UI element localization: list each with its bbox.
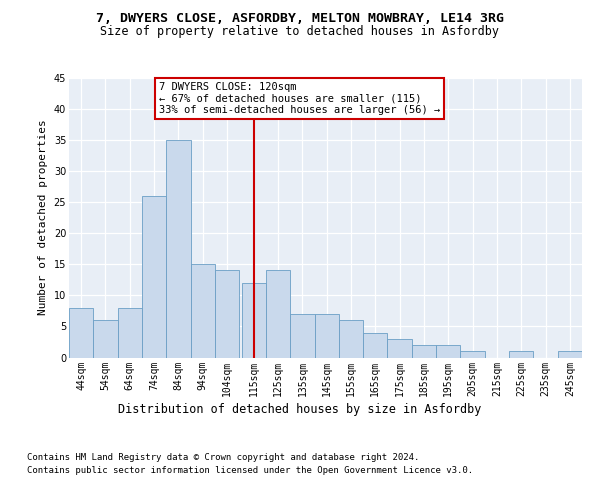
Bar <box>266 270 290 358</box>
Bar <box>436 345 460 358</box>
Bar <box>94 320 118 358</box>
Text: Size of property relative to detached houses in Asfordby: Size of property relative to detached ho… <box>101 25 499 38</box>
Bar <box>166 140 191 358</box>
Y-axis label: Number of detached properties: Number of detached properties <box>38 120 48 316</box>
Bar <box>460 352 485 358</box>
Text: Contains HM Land Registry data © Crown copyright and database right 2024.: Contains HM Land Registry data © Crown c… <box>27 452 419 462</box>
Bar <box>242 283 266 358</box>
Bar <box>69 308 94 358</box>
Bar <box>118 308 142 358</box>
Bar <box>290 314 314 358</box>
Text: 7, DWYERS CLOSE, ASFORDBY, MELTON MOWBRAY, LE14 3RG: 7, DWYERS CLOSE, ASFORDBY, MELTON MOWBRA… <box>96 12 504 26</box>
Bar <box>509 352 533 358</box>
Text: Contains public sector information licensed under the Open Government Licence v3: Contains public sector information licen… <box>27 466 473 475</box>
Bar <box>412 345 436 358</box>
Bar <box>314 314 339 358</box>
Bar <box>215 270 239 358</box>
Text: Distribution of detached houses by size in Asfordby: Distribution of detached houses by size … <box>118 402 482 415</box>
Text: 7 DWYERS CLOSE: 120sqm
← 67% of detached houses are smaller (115)
33% of semi-de: 7 DWYERS CLOSE: 120sqm ← 67% of detached… <box>159 82 440 115</box>
Bar <box>363 332 388 357</box>
Bar <box>142 196 166 358</box>
Bar <box>339 320 363 358</box>
Bar <box>388 339 412 357</box>
Bar <box>557 352 582 358</box>
Bar <box>191 264 215 358</box>
